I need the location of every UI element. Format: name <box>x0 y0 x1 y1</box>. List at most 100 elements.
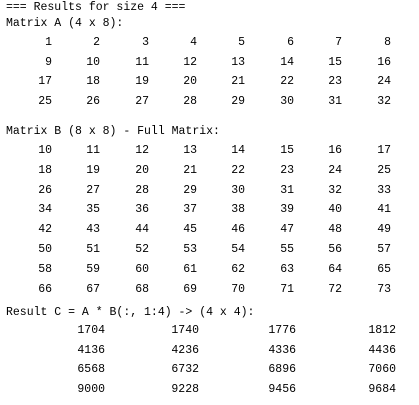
matrix-cell: 16 <box>328 144 342 157</box>
matrix-cell: 7060 <box>368 363 396 376</box>
matrix-cell: 35 <box>86 203 100 217</box>
matrix-cell: 42 <box>38 223 52 237</box>
matrix-cell: 15 <box>328 55 342 69</box>
matrix-cell: 73 <box>377 282 391 296</box>
matrix-cell: 13 <box>183 144 197 157</box>
matrix-cell: 18 <box>38 163 52 177</box>
matrix-cell: 21 <box>231 75 245 88</box>
matrix-cell: 30 <box>280 94 294 108</box>
matrix-cell: 28 <box>135 183 149 197</box>
matrix-cell: 4 <box>190 36 197 49</box>
result-c-label: Result C = A * B(:, 1:4) -> (4 x 4): <box>6 306 255 319</box>
matrix-cell: 1740 <box>171 324 199 337</box>
matrix-cell: 54 <box>231 243 245 256</box>
matrix-cell: 70 <box>231 282 245 296</box>
matrix-cell: 13 <box>231 55 245 69</box>
matrix-cell: 36 <box>135 203 149 217</box>
matrix-cell: 23 <box>280 163 294 177</box>
matrix-cell: 4236 <box>171 343 199 357</box>
matrix-cell: 25 <box>38 94 52 108</box>
matrix-cell: 49 <box>377 223 391 237</box>
matrix-cell: 2 <box>93 36 100 49</box>
matrix-cell: 14 <box>231 144 245 157</box>
matrix-cell: 51 <box>86 243 100 256</box>
matrix-cell: 64 <box>328 262 342 276</box>
matrix-cell: 43 <box>86 223 100 237</box>
matrix-cell: 29 <box>183 183 197 197</box>
matrix-cell: 4436 <box>368 343 396 357</box>
matrix-cell: 24 <box>377 75 391 88</box>
matrix-cell: 30 <box>231 183 245 197</box>
matrix-cell: 1 <box>45 36 52 49</box>
matrix-cell: 58 <box>38 262 52 276</box>
matrix-cell: 55 <box>280 243 294 256</box>
matrix-cell: 4336 <box>268 343 296 357</box>
matrix-cell: 9000 <box>77 382 105 396</box>
matrix-cell: 46 <box>231 223 245 237</box>
matrix-cell: 45 <box>183 223 197 237</box>
matrix-cell: 47 <box>280 223 294 237</box>
matrix-cell: 72 <box>328 282 342 296</box>
matrix-cell: 1776 <box>268 324 296 337</box>
matrix-cell: 63 <box>280 262 294 276</box>
matrix-cell: 12 <box>183 55 197 69</box>
matrix-cell: 9228 <box>171 382 199 396</box>
matrix-cell: 9456 <box>268 382 296 396</box>
matrix-cell: 32 <box>377 94 391 108</box>
matrix-cell: 19 <box>135 75 149 88</box>
matrix-cell: 6 <box>287 36 294 49</box>
matrix-cell: 22 <box>280 75 294 88</box>
matrix-cell: 57 <box>377 243 391 256</box>
matrix-cell: 22 <box>231 163 245 177</box>
matrix-cell: 18 <box>86 75 100 88</box>
matrix-cell: 52 <box>135 243 149 256</box>
matrix-cell: 56 <box>328 243 342 256</box>
matrix-cell: 53 <box>183 243 197 256</box>
matrix-cell: 16 <box>377 55 391 69</box>
matrix-cell: 48 <box>328 223 342 237</box>
matrix-cell: 59 <box>86 262 100 276</box>
matrix-cell: 20 <box>135 163 149 177</box>
matrix-cell: 31 <box>328 94 342 108</box>
matrix-cell: 11 <box>135 55 149 69</box>
matrix-cell: 20 <box>183 75 197 88</box>
matrix-cell: 34 <box>38 203 52 217</box>
matrix-cell: 62 <box>231 262 245 276</box>
matrix-cell: 66 <box>38 282 52 296</box>
matrix-cell: 44 <box>135 223 149 237</box>
matrix-cell: 39 <box>280 203 294 217</box>
matrix-cell: 28 <box>183 94 197 108</box>
matrix-cell: 27 <box>135 94 149 108</box>
matrix-cell: 50 <box>38 243 52 256</box>
matrix-cell: 69 <box>183 282 197 296</box>
matrix-cell: 17 <box>377 144 391 157</box>
matrix-cell: 26 <box>38 183 52 197</box>
matrix-cell: 17 <box>38 75 52 88</box>
matrix-cell: 23 <box>328 75 342 88</box>
matrix-cell: 25 <box>377 163 391 177</box>
matrix-cell: 65 <box>377 262 391 276</box>
matrix-cell: 24 <box>328 163 342 177</box>
matrix-cell: 9684 <box>368 382 396 396</box>
matrix-cell: 6568 <box>77 363 105 376</box>
matrix-cell: 37 <box>183 203 197 217</box>
matrix-cell: 26 <box>86 94 100 108</box>
matrix-cell: 68 <box>135 282 149 296</box>
matrix-cell: 40 <box>328 203 342 217</box>
matrix-cell: 32 <box>328 183 342 197</box>
matrix-cell: 8 <box>384 36 391 49</box>
results-header: === Results for size 4 === <box>6 1 186 14</box>
matrix-cell: 60 <box>135 262 149 276</box>
matrix-cell: 27 <box>86 183 100 197</box>
matrix-cell: 15 <box>280 144 294 157</box>
matrix-a-label: Matrix A (4 x 8): <box>6 17 124 30</box>
matrix-cell: 31 <box>280 183 294 197</box>
matrix-cell: 1812 <box>368 324 396 337</box>
matrix-cell: 38 <box>231 203 245 217</box>
matrix-cell: 21 <box>183 163 197 177</box>
matrix-cell: 11 <box>86 144 100 157</box>
matrix-cell: 14 <box>280 55 294 69</box>
matrix-cell: 10 <box>38 144 52 157</box>
matrix-cell: 61 <box>183 262 197 276</box>
matrix-cell: 71 <box>280 282 294 296</box>
